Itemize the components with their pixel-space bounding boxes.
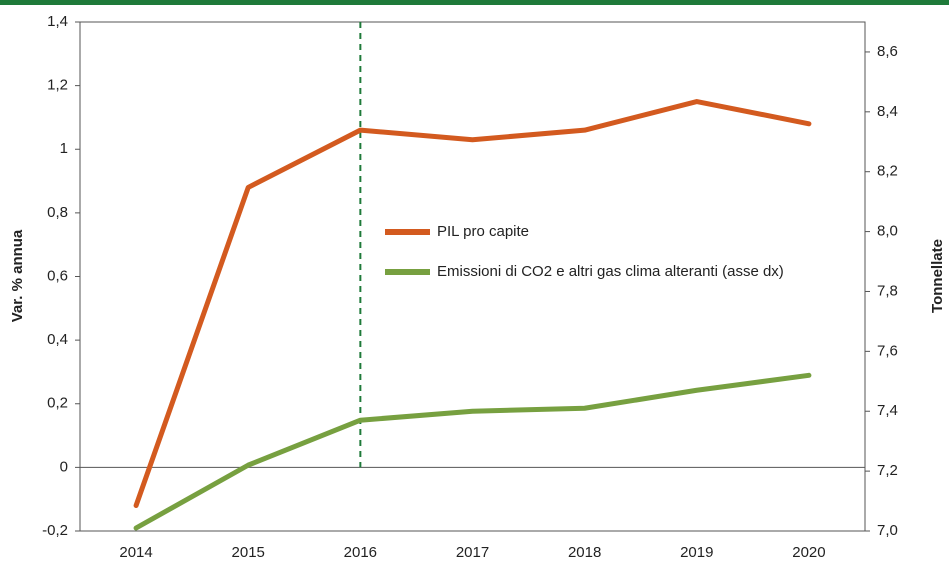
y2-tick-label: 7,8 [877,282,898,299]
y2-tick-label: 8,0 [877,223,898,240]
y2-tick-label: 8,6 [877,43,898,60]
y-tick-label: 1 [60,140,68,157]
x-tick-label: 2017 [456,544,489,561]
y2-tick-label: 7,2 [877,462,898,479]
x-tick-label: 2016 [344,544,377,561]
x-tick-label: 2018 [568,544,601,561]
y-tick-label: 0,2 [47,395,68,412]
x-tick-label: 2019 [680,544,713,561]
series-line [133,372,812,531]
y-tick-label: 0 [60,458,68,475]
y2-tick-label: 7,4 [877,402,898,419]
series-line [133,99,812,509]
y2-tick-label: 8,4 [877,103,898,120]
legend-label: Emissioni di CO2 e altri gas clima alter… [437,263,784,280]
x-tick-label: 2014 [119,544,152,561]
y-tick-label: 1,2 [47,77,68,94]
y-tick-label: 1,4 [47,13,68,30]
y-axis-title: Var. % annua [9,229,26,322]
y2-tick-label: 8,2 [877,163,898,180]
y2-axis-title: Tonnellate [929,239,946,313]
y2-tick-label: 7,0 [877,522,898,539]
x-tick-label: 2020 [792,544,825,561]
y-tick-label: -0,2 [42,522,68,539]
x-tick-label: 2015 [232,544,265,561]
y-tick-label: 0,8 [47,204,68,221]
y2-tick-label: 7,6 [877,342,898,359]
y-tick-label: 0,6 [47,267,68,284]
y-tick-label: 0,4 [47,331,68,348]
top-bar [0,0,949,5]
legend-label: PIL pro capite [437,223,529,240]
